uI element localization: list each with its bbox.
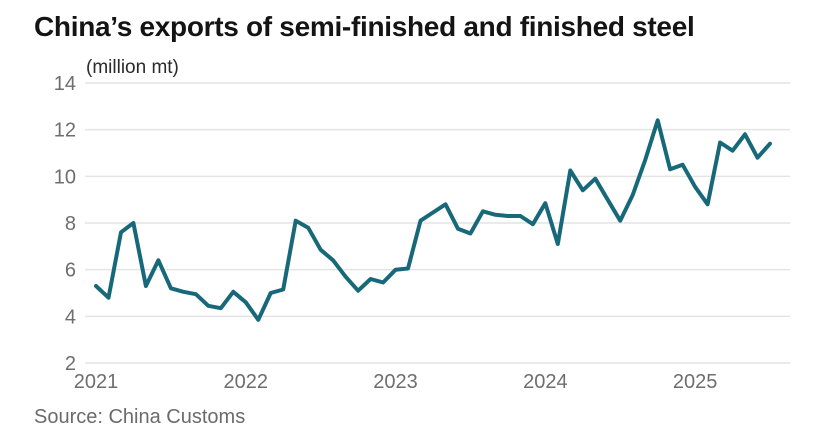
y-tick-label: 8 <box>65 213 76 235</box>
x-tick-label: 2022 <box>224 371 269 393</box>
x-tick-label: 2025 <box>673 371 718 393</box>
x-tick-label: 2024 <box>523 371 568 393</box>
y-tick-label: 10 <box>54 166 76 188</box>
chart-title: China’s exports of semi-finished and fin… <box>34 11 695 42</box>
source-note: Source: China Customs <box>34 406 246 428</box>
x-tick-label: 2023 <box>373 371 418 393</box>
y-tick-label: 12 <box>54 120 76 142</box>
x-tick-label: 2021 <box>74 371 119 393</box>
y-tick-label: 4 <box>65 306 76 328</box>
y-tick-label: 14 <box>54 73 76 95</box>
y-tick-label: 2 <box>65 353 76 375</box>
chart-unit-label: (million mt) <box>86 57 179 78</box>
y-tick-label: 6 <box>65 260 76 282</box>
series-line <box>94 118 772 322</box>
